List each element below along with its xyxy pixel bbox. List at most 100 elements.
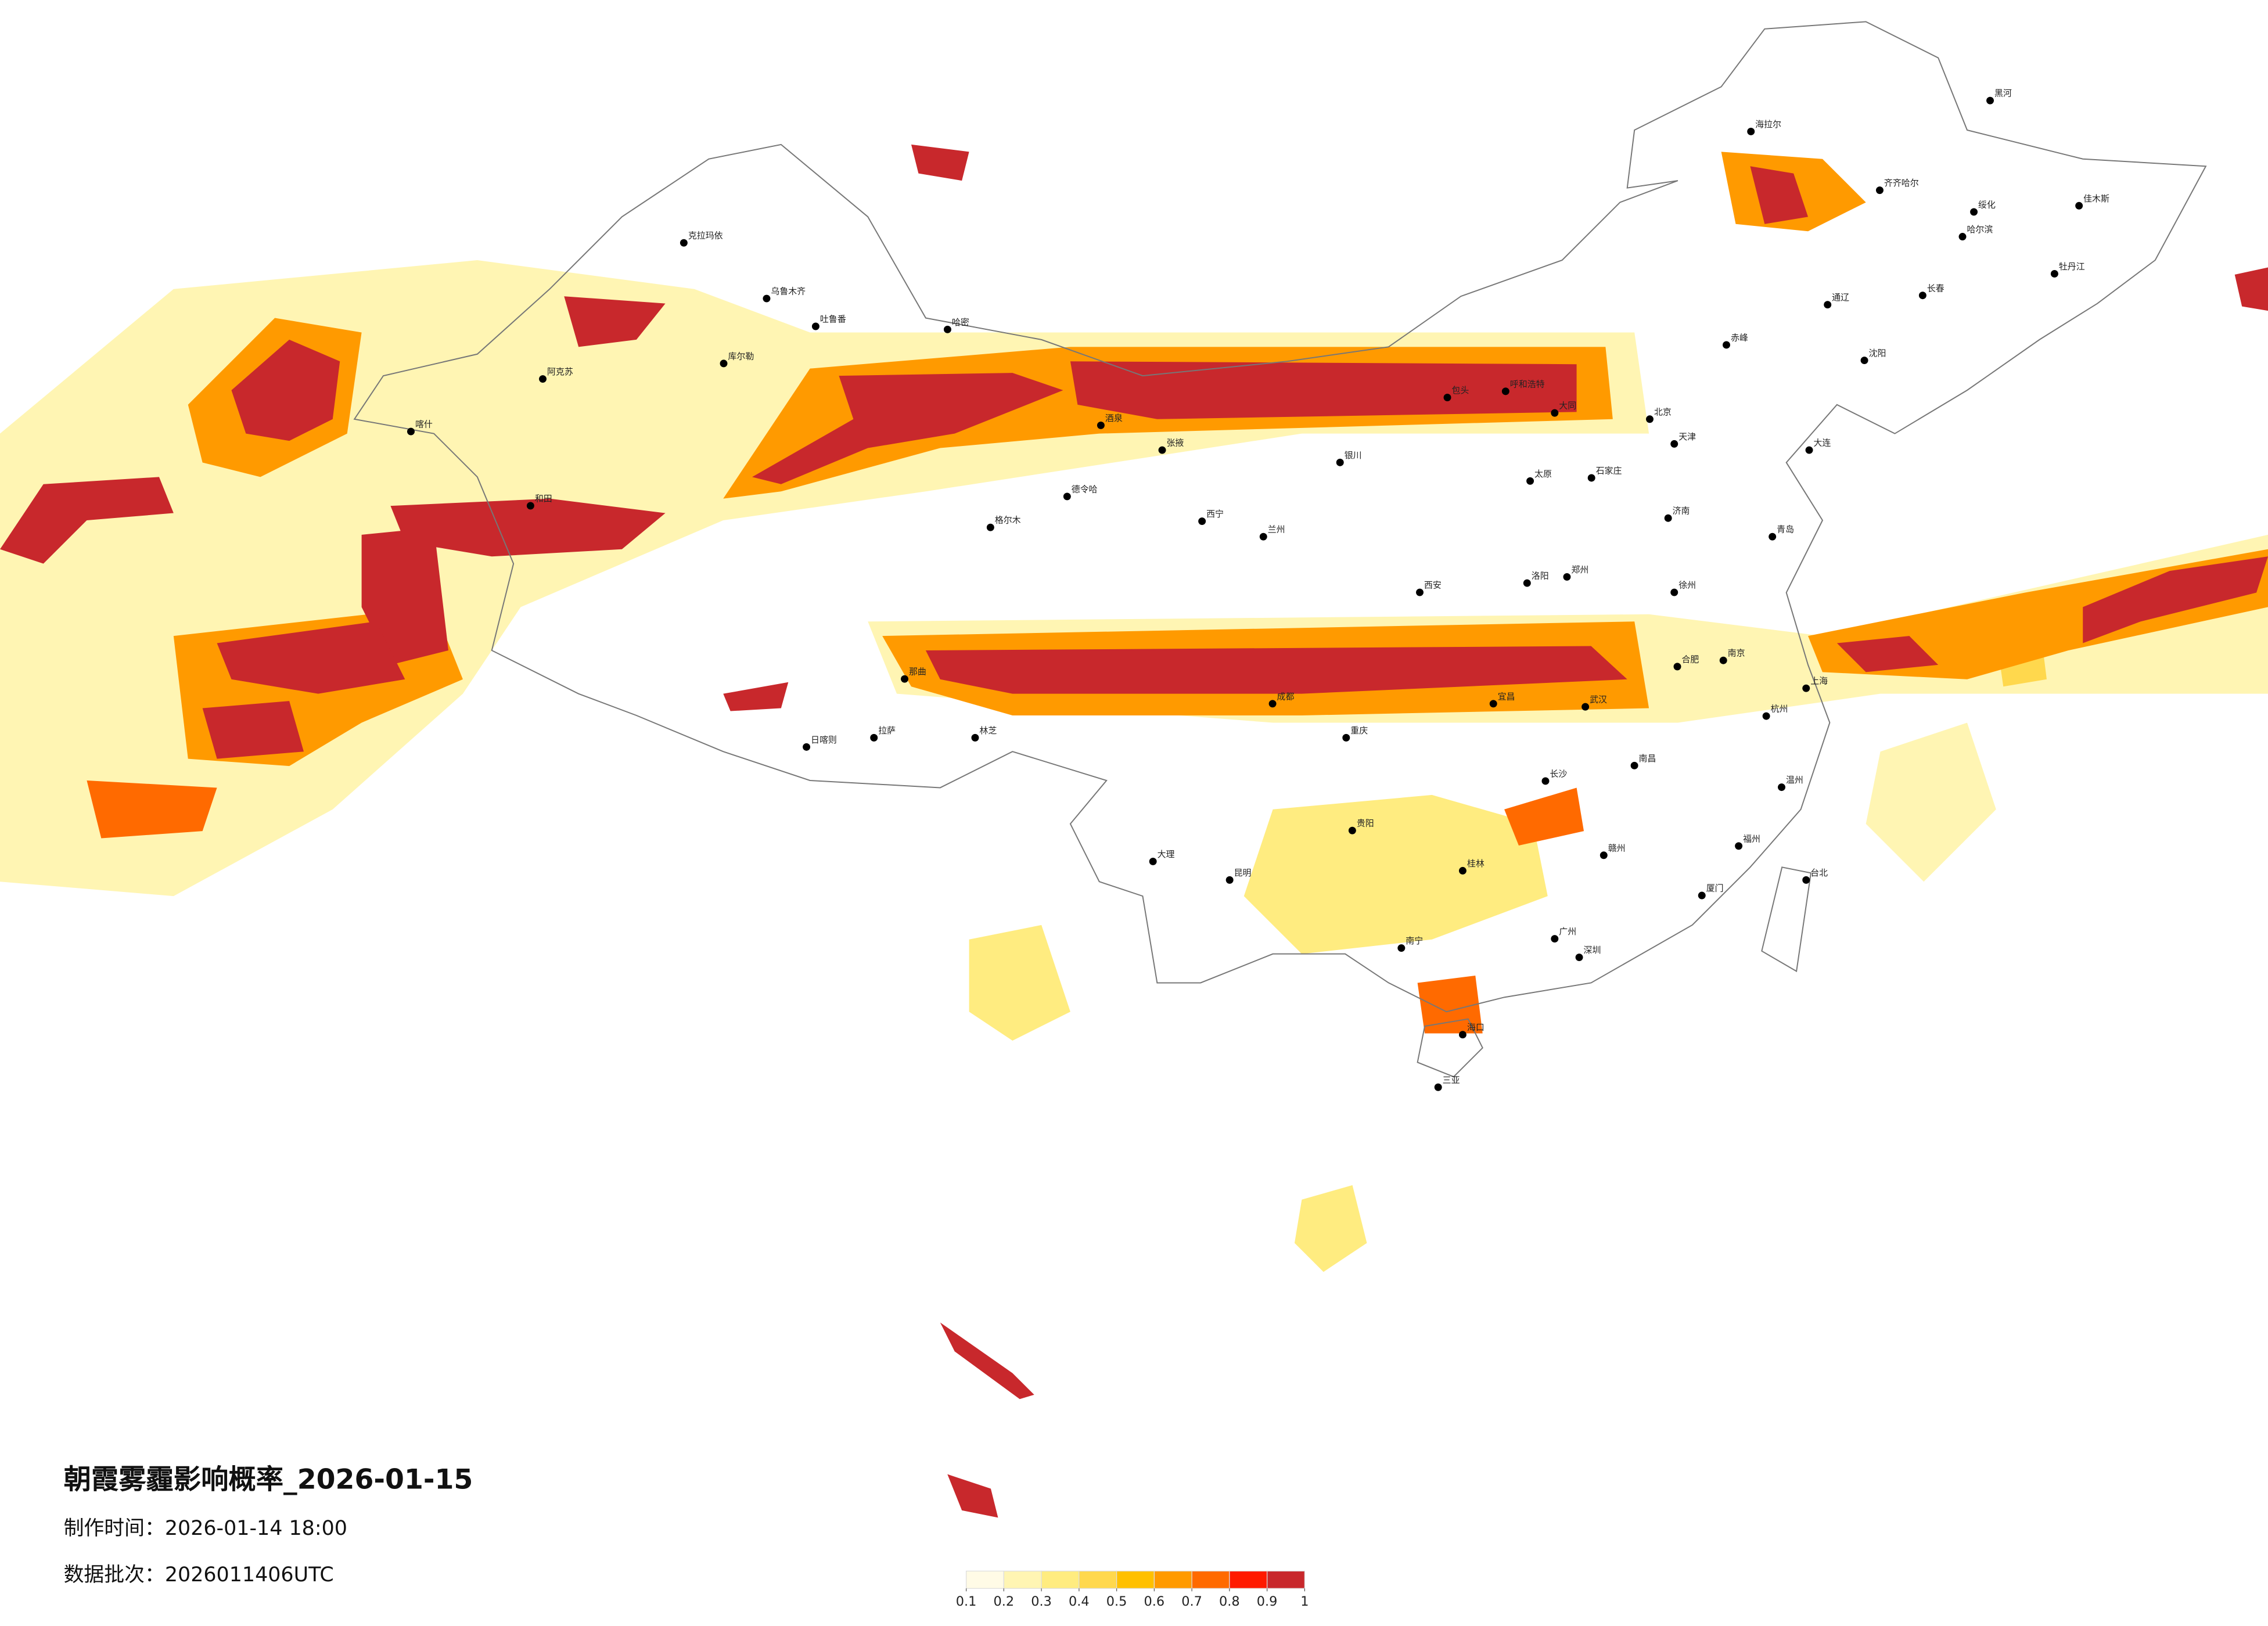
city-dot (1875, 186, 1884, 195)
city-label: 酒泉 (1105, 413, 1123, 423)
legend-swatch (1229, 1570, 1268, 1589)
haze-area (2234, 267, 2268, 311)
haze-area (969, 924, 1070, 1041)
city-dot (1918, 292, 1926, 300)
city-label: 乌鲁木齐 (771, 286, 806, 297)
city-dot (1778, 783, 1785, 792)
city-dot (1342, 733, 1350, 742)
legend-swatch (1266, 1570, 1305, 1589)
city-label: 通辽 (1832, 292, 1849, 303)
city-dot (1802, 876, 1810, 884)
city-dot (680, 239, 688, 247)
city-label: 重庆 (1350, 725, 1368, 736)
haze-area (940, 1322, 1034, 1400)
legend-tick-label: 0.1 (956, 1594, 977, 1609)
city-label: 拉萨 (878, 725, 896, 736)
legend-swatch (1116, 1570, 1155, 1589)
haze-area (1750, 166, 1809, 224)
city-label: 哈密 (952, 317, 969, 328)
city-dot (1824, 301, 1832, 309)
city-label: 大连 (1814, 438, 1831, 448)
city-dot (1434, 1083, 1442, 1091)
city-label: 温州 (1786, 775, 1803, 785)
city-dot (1769, 533, 1777, 541)
city-dot (407, 427, 415, 436)
legend-tick-label: 0.8 (1219, 1594, 1240, 1609)
city-dot (1646, 415, 1654, 423)
city-dot (1762, 712, 1770, 720)
city-dot (539, 375, 547, 383)
city-dot (1458, 1031, 1467, 1039)
city-label: 石家庄 (1596, 466, 1622, 476)
city-dot (1563, 573, 1571, 581)
city-label: 合肥 (1681, 654, 1699, 664)
legend-tick-label: 0.6 (1144, 1594, 1165, 1609)
city-dot (763, 294, 771, 303)
city-dot (1501, 387, 1509, 395)
city-label: 徐州 (1678, 580, 1696, 591)
city-dot (1198, 517, 1206, 526)
city-dot (1805, 446, 1813, 454)
city-label: 黑河 (1994, 88, 2012, 99)
city-dot (1802, 684, 1810, 692)
city-dot (803, 743, 811, 751)
city-dot (943, 325, 951, 333)
city-label: 郑州 (1571, 564, 1588, 575)
city-dot (1970, 208, 1978, 216)
city-label: 济南 (1673, 506, 1690, 516)
city-dot (1336, 458, 1344, 466)
legend-swatch (1191, 1570, 1230, 1589)
legend-swatch (965, 1570, 1004, 1589)
city-label: 厦门 (1706, 883, 1724, 894)
city-dot (1719, 656, 1727, 664)
haze-area (1294, 1185, 1367, 1272)
city-dot (1097, 421, 1105, 429)
city-dot (1587, 474, 1595, 482)
city-dot (1225, 876, 1234, 884)
haze-area (1504, 787, 1584, 846)
city-dot (1600, 851, 1608, 859)
city-label: 广州 (1559, 926, 1576, 937)
city-label: 包头 (1451, 385, 1469, 395)
city-label: 呼和浩特 (1510, 379, 1545, 389)
city-label: 和田 (535, 493, 552, 503)
city-label: 牡丹江 (2059, 261, 2085, 272)
city-label: 大同 (1559, 401, 1576, 411)
city-label: 杭州 (1771, 704, 1788, 714)
city-dot (1958, 233, 1967, 241)
city-label: 绥化 (1978, 199, 1996, 210)
city-label: 南宁 (1406, 936, 1423, 946)
city-dot (1735, 842, 1743, 850)
city-label: 上海 (1810, 676, 1828, 686)
island-border (1417, 1018, 1483, 1078)
city-label: 南昌 (1639, 753, 1656, 764)
city-label: 西宁 (1206, 509, 1224, 519)
city-label: 哈尔滨 (1967, 224, 1993, 235)
haze-layer (0, 144, 2268, 1518)
city-dot (986, 523, 994, 531)
city-dot (1541, 777, 1550, 785)
city-label: 佳木斯 (2083, 193, 2109, 204)
city-dot (1443, 394, 1451, 401)
city-label: 德令哈 (1072, 484, 1098, 494)
city-label: 昆明 (1234, 868, 1252, 878)
city-label: 长沙 (1550, 768, 1567, 779)
haze-area (2083, 556, 2268, 643)
haze-area (1243, 794, 1548, 954)
legend-tick-label: 0.9 (1257, 1594, 1278, 1609)
city-dot (971, 733, 979, 742)
city-label: 克拉玛依 (688, 231, 723, 241)
legend-swatch (1003, 1570, 1042, 1589)
city-label: 台北 (1810, 868, 1828, 878)
city-dot (811, 322, 820, 330)
city-label: 西安 (1424, 580, 1442, 591)
legend-tick-label: 0.7 (1181, 1594, 1202, 1609)
city-label: 太原 (1534, 469, 1552, 479)
haze-area (911, 144, 969, 181)
border (353, 21, 2207, 1013)
city-label: 格尔木 (995, 515, 1021, 526)
city-label: 长春 (1927, 283, 1944, 293)
city-dot (1551, 409, 1559, 417)
